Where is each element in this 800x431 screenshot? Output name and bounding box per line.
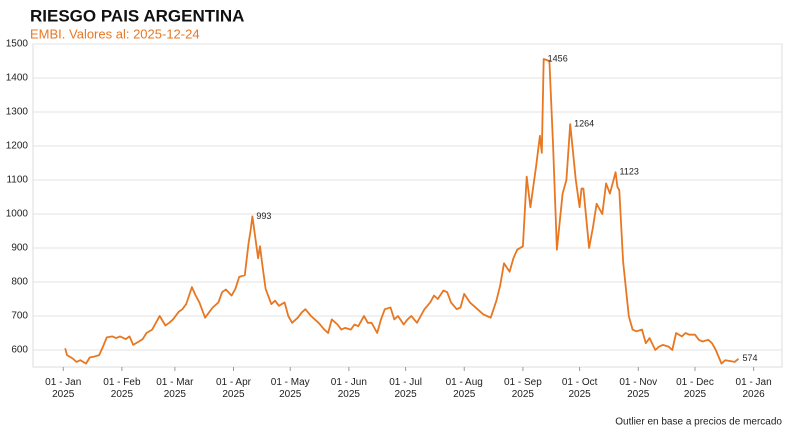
- x-tick-label: 01 - Jun 2025: [330, 377, 367, 400]
- chart-subtitle: EMBI. Valores al: 2025-12-24: [30, 26, 200, 41]
- x-tick-label: 01 - Mar 2025: [156, 377, 194, 400]
- x-tick-label: 01 - Jan 2026: [735, 377, 772, 400]
- x-tick-label: 01 - Sep 2025: [503, 377, 542, 400]
- x-tick-label: 01 - Feb 2025: [103, 377, 141, 400]
- x-tick-label: 01 - Dec 2025: [676, 377, 714, 400]
- y-tick-label: 1100: [6, 175, 28, 186]
- y-tick-label: 1200: [6, 141, 29, 152]
- line-series: [64, 58, 740, 365]
- data-label: 1456: [548, 53, 568, 63]
- x-tick-label: 01 - Nov 2025: [619, 377, 658, 400]
- x-tick-label: 01 - Oct 2025: [561, 377, 598, 400]
- x-tick-label: 01 - Apr 2025: [215, 377, 251, 400]
- y-tick-label: 600: [11, 345, 28, 356]
- y-tick-label: 1300: [6, 107, 29, 118]
- data-label: 993: [256, 211, 271, 221]
- y-tick-label: 1500: [6, 39, 29, 50]
- y-tick-label: 1000: [6, 209, 29, 220]
- x-tick-label: 01 - Aug 2025: [445, 377, 483, 400]
- data-label: 1264: [574, 119, 594, 129]
- data-label: 1123: [620, 167, 639, 177]
- x-tick-label: 01 - May 2025: [270, 377, 310, 400]
- y-tick-label: 800: [11, 277, 28, 288]
- x-tick-label: 01 - Jul 2025: [389, 377, 422, 400]
- y-tick-label: 700: [11, 311, 28, 322]
- data-label: 574: [742, 353, 757, 363]
- footnote: Outlier en base a precios de mercado: [615, 417, 782, 428]
- y-tick-label: 1400: [6, 73, 29, 84]
- x-tick-label: 01 - Jan 2025: [45, 377, 82, 400]
- y-tick-label: 900: [11, 243, 28, 254]
- chart-title: RIESGO PAIS ARGENTINA: [30, 6, 244, 25]
